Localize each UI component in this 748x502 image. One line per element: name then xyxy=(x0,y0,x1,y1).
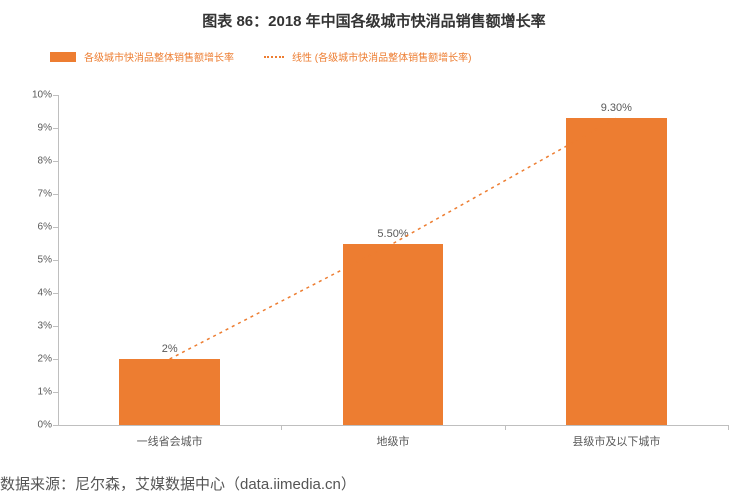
y-tick-label: 0% xyxy=(12,420,52,431)
x-axis-line xyxy=(58,425,728,426)
legend-series-label: 各级城市快消品整体销售额增长率 xyxy=(84,49,234,64)
y-tick-label: 2% xyxy=(12,354,52,365)
y-tick-label: 9% xyxy=(12,123,52,134)
y-tick-label: 4% xyxy=(12,288,52,299)
trend-line xyxy=(58,95,728,425)
y-tick-label: 6% xyxy=(12,222,52,233)
data-source: 数据来源：尼尔森，艾媒数据中心（data.iimedia.cn） xyxy=(0,473,356,494)
chart-title: 图表 86：2018 年中国各级城市快消品销售额增长率 xyxy=(0,0,748,31)
x-tick-mark xyxy=(728,425,729,430)
x-tick-label: 县级市及以下城市 xyxy=(536,433,696,449)
x-tick-mark xyxy=(505,425,506,430)
legend-swatch-bar xyxy=(50,52,76,62)
legend-trend-label: 线性 (各级城市快消品整体销售额增长率) xyxy=(292,49,471,64)
chart-plot-area: 0%1%2%3%4%5%6%7%8%9%10%2%一线省会城市5.50%地级市9… xyxy=(58,95,728,425)
y-tick-label: 7% xyxy=(12,189,52,200)
y-tick-label: 1% xyxy=(12,387,52,398)
x-tick-label: 一线省会城市 xyxy=(90,433,250,449)
y-tick-label: 10% xyxy=(12,90,52,101)
y-tick-label: 5% xyxy=(12,255,52,266)
y-tick-label: 8% xyxy=(12,156,52,167)
y-tick-mark xyxy=(53,425,58,426)
x-tick-label: 地级市 xyxy=(313,433,473,449)
x-tick-mark xyxy=(281,425,282,430)
y-tick-label: 3% xyxy=(12,321,52,332)
legend: 各级城市快消品整体销售额增长率 线性 (各级城市快消品整体销售额增长率) xyxy=(0,31,748,64)
legend-swatch-line xyxy=(264,56,284,58)
